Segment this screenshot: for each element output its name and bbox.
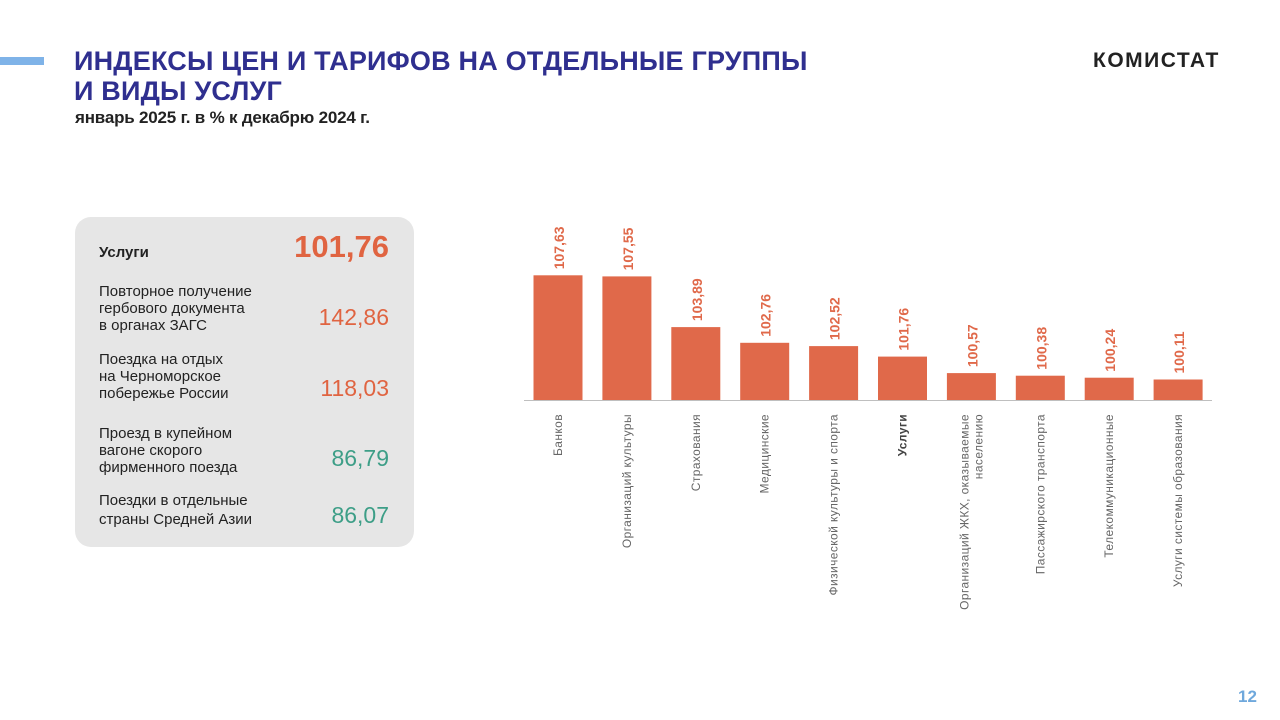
panel-row-label: Проезд в купейном вагоне скорого фирменн… <box>99 425 237 476</box>
bar-value-label: 103,89 <box>689 278 705 321</box>
category-label: Организаций ЖКХ, оказываемыенаселению <box>957 414 985 610</box>
category-label-line: Банков <box>551 414 565 456</box>
label-line: страны Средней Азии <box>99 511 253 528</box>
bar-value-label: 100,57 <box>964 324 980 367</box>
label-line: побережье России <box>99 385 229 402</box>
page-title-line-2: И ВИДЫ УСЛУГ <box>74 76 283 106</box>
category-label-line: Организаций культуры <box>620 414 634 548</box>
label-line: Поездки в отдельные <box>99 492 248 509</box>
category-label: Страхования <box>689 414 703 491</box>
bar-value-label: 100,24 <box>1102 329 1118 372</box>
category-label-line: Страхования <box>689 414 703 491</box>
panel-row-label: Поездка на отдых на Черноморское побереж… <box>99 351 229 402</box>
category-label-line: Услуги <box>896 414 910 456</box>
bar <box>740 342 790 400</box>
panel-row-value: 86,79 <box>331 445 389 471</box>
category-label-line: Услуги системы образования <box>1171 414 1185 587</box>
bar <box>602 276 652 400</box>
label-line: Поездка на отдых <box>99 351 224 368</box>
bar <box>533 275 583 400</box>
label-line: гербового документа <box>99 300 245 317</box>
panel-row-value: 86,07 <box>331 502 389 528</box>
category-label: Медицинские <box>758 414 772 493</box>
category-label: Физической культуры и спорта <box>827 414 841 595</box>
page-title-line-1: ИНДЕКСЫ ЦЕН И ТАРИФОВ НА ОТДЕЛЬНЫЕ ГРУПП… <box>74 46 808 76</box>
label-line: в органах ЗАГС <box>99 317 207 334</box>
bar-value-label: 100,38 <box>1033 327 1049 370</box>
category-label-line: Телекоммуникационные <box>1102 414 1116 558</box>
bar-value-label: 102,52 <box>827 297 843 340</box>
bar <box>946 373 996 400</box>
label-line: фирменного поезда <box>99 459 238 476</box>
label-line: вагоне скорого <box>99 442 203 459</box>
panel-row-label: Поездки в отдельные страны Средней Азии <box>99 492 252 528</box>
bar-value-label: 107,63 <box>551 226 567 269</box>
label-line: на Черноморское <box>99 368 222 385</box>
label-line: Повторное получение <box>99 283 252 300</box>
bar <box>671 327 721 400</box>
label-line: Проезд в купейном <box>99 425 233 442</box>
category-label: Телекоммуникационные <box>1102 414 1116 558</box>
bar <box>809 346 859 400</box>
bar-value-label: 101,76 <box>896 308 912 351</box>
highlights-panel: Услуги 101,76 Повторное получение гербов… <box>75 217 414 547</box>
category-label: Организаций культуры <box>620 414 634 548</box>
category-label: Банков <box>551 414 565 456</box>
logo-text: КОМИСТАТ <box>1093 49 1220 72</box>
page-number: 12 <box>1238 687 1257 706</box>
bar <box>1084 377 1134 400</box>
panel-row-value: 142,86 <box>318 304 389 330</box>
main-value: 101,76 <box>294 229 389 264</box>
main-label: Услуги <box>99 244 149 261</box>
category-label: Пассажирского транспорта <box>1033 414 1047 574</box>
page-title: ИНДЕКСЫ ЦЕН И ТАРИФОВ НА ОТДЕЛЬНЫЕ ГРУПП… <box>74 46 808 106</box>
category-label-line: населению <box>971 414 985 479</box>
bar-value-label: 107,55 <box>620 227 636 270</box>
panel-row-value: 118,03 <box>320 375 389 401</box>
bar <box>878 356 927 400</box>
bar <box>1015 375 1065 400</box>
category-label: Услуги системы образования <box>1171 414 1185 587</box>
category-label: Услуги <box>896 414 910 456</box>
category-label-line: Физической культуры и спорта <box>827 414 841 595</box>
accent-bar <box>0 57 44 65</box>
bar-value-label: 102,76 <box>758 294 774 337</box>
bar <box>1153 379 1203 400</box>
category-label-line: Медицинские <box>758 414 772 493</box>
category-label-line: Пассажирского транспорта <box>1033 414 1047 574</box>
bar-value-label: 100,11 <box>1171 331 1187 373</box>
category-label-line: Организаций ЖКХ, оказываемые <box>957 414 971 610</box>
page-subtitle: январь 2025 г. в % к декабрю 2024 г. <box>75 108 370 127</box>
panel-row-label: Повторное получение гербового документа … <box>99 283 252 334</box>
